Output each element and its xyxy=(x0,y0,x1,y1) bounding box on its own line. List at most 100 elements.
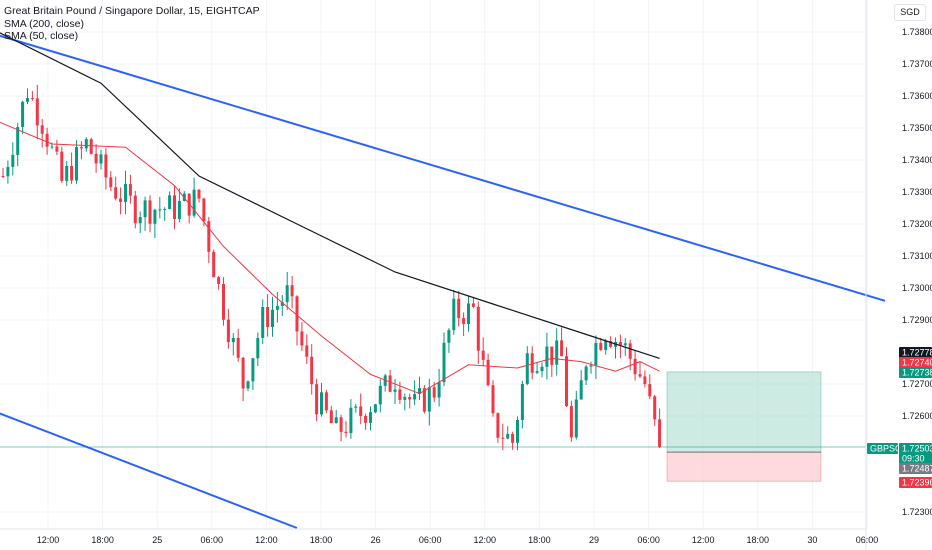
candle-body xyxy=(545,346,549,367)
trendline xyxy=(0,412,298,529)
candle-body xyxy=(305,345,309,357)
price-badge-sma50 xyxy=(899,357,932,368)
candle-body xyxy=(369,412,372,423)
candle-body xyxy=(653,396,657,420)
candle-body xyxy=(251,358,255,382)
currency-button[interactable]: SGD xyxy=(894,4,926,21)
candle-body xyxy=(609,340,613,347)
candle-body xyxy=(579,380,583,400)
candle-body xyxy=(84,139,88,149)
price-badges: 1.727781.727401.72738GBPSGD1.7250309:301… xyxy=(867,347,932,488)
time-tick-label: 18:00 xyxy=(747,535,770,545)
time-tick-label: 06:00 xyxy=(637,535,660,545)
candle-body xyxy=(501,437,505,439)
price-badge-label: 1.72487 xyxy=(902,464,932,474)
candle-body xyxy=(16,127,20,155)
price-badge-sma200 xyxy=(899,347,932,358)
candle-body xyxy=(222,284,225,320)
candle-body xyxy=(271,309,274,328)
candle-body xyxy=(535,371,539,373)
sma50-line xyxy=(0,121,660,395)
candle-body xyxy=(511,433,515,443)
candle-body xyxy=(393,389,397,392)
candle-body xyxy=(143,200,147,218)
time-tick-label: 12:00 xyxy=(255,535,278,545)
candle-body xyxy=(594,342,598,366)
candle-body xyxy=(604,340,608,350)
candle-body xyxy=(285,285,289,303)
price-badge-label: GBPSGD xyxy=(870,444,909,454)
candle-body xyxy=(40,125,44,134)
price-badge-last xyxy=(899,443,932,454)
time-tick-label: 30 xyxy=(807,535,817,545)
candle-body xyxy=(6,166,10,177)
price-tick-label: 1.73400 xyxy=(902,155,932,165)
candle-body xyxy=(418,388,421,395)
candle-body xyxy=(354,406,358,408)
candle-body xyxy=(11,154,15,167)
candle-body xyxy=(339,417,343,432)
candle-body xyxy=(30,98,34,100)
candle-body xyxy=(21,101,25,128)
candles xyxy=(1,84,662,451)
price-tick-label: 1.72300 xyxy=(902,507,932,517)
candle-body xyxy=(506,433,510,439)
candle-body xyxy=(550,346,554,365)
candle-body xyxy=(658,419,662,448)
candle-body xyxy=(94,153,98,164)
candle-body xyxy=(300,331,304,346)
candle-body xyxy=(70,165,74,181)
price-badge-stop xyxy=(899,477,932,488)
candle-body xyxy=(452,298,456,331)
candle-body xyxy=(437,382,441,398)
candle-body xyxy=(197,189,201,199)
loss-zone xyxy=(666,451,822,482)
candle-body xyxy=(359,406,363,416)
candle-body xyxy=(413,394,417,400)
candle-body xyxy=(177,200,181,220)
candle-body xyxy=(158,209,162,211)
time-tick-label: 12:00 xyxy=(37,535,60,545)
price-badge-label: 1.72778 xyxy=(902,348,932,358)
candle-body xyxy=(256,337,260,359)
time-tick-label: 12:00 xyxy=(474,535,497,545)
sma50-legend[interactable]: SMA (50, close) xyxy=(4,30,79,42)
candle-body xyxy=(128,184,132,196)
price-tick-label: 1.73300 xyxy=(902,187,932,197)
candle-body xyxy=(540,366,544,372)
candle-body xyxy=(163,208,167,210)
sma200-legend[interactable]: SMA (200, close) xyxy=(4,17,84,30)
candle-body xyxy=(447,330,451,343)
price-tick-label: 1.72900 xyxy=(902,315,932,325)
candle-body xyxy=(403,396,407,400)
candle-body xyxy=(633,358,637,375)
candle-body xyxy=(584,366,588,381)
candle-body xyxy=(408,396,412,400)
candle-body xyxy=(1,176,5,177)
price-tick-label: 1.73200 xyxy=(902,219,932,229)
candle-body xyxy=(476,306,480,351)
candle-body xyxy=(589,365,593,367)
candle-body xyxy=(217,277,221,285)
symbol-title[interactable]: Great Britain Pound / Singapore Dollar, … xyxy=(4,5,260,17)
price-tick-label: 1.73600 xyxy=(902,91,932,101)
candle-body xyxy=(192,189,196,216)
time-axis: 12:00 18:00 25 06:00 12:00 18:00 26 06:00 12:00 1… xyxy=(37,535,879,545)
candle-body xyxy=(334,417,338,424)
candle-body xyxy=(467,303,470,325)
candle-body xyxy=(290,285,294,297)
price-tick-label: 1.72700 xyxy=(902,379,932,389)
candle-body xyxy=(138,217,142,224)
candle-body xyxy=(114,187,118,199)
candle-body xyxy=(168,195,172,209)
time-tick-label: 29 xyxy=(589,535,599,545)
candle-body xyxy=(79,147,83,149)
price-tick-label: 1.72600 xyxy=(902,411,932,421)
candle-body xyxy=(75,147,78,181)
candle-body xyxy=(432,387,436,398)
time-tick-label: 18:00 xyxy=(310,535,333,545)
candle-body xyxy=(471,303,475,307)
price-tick-label: 1.73500 xyxy=(902,123,932,133)
candle-body xyxy=(329,410,333,424)
